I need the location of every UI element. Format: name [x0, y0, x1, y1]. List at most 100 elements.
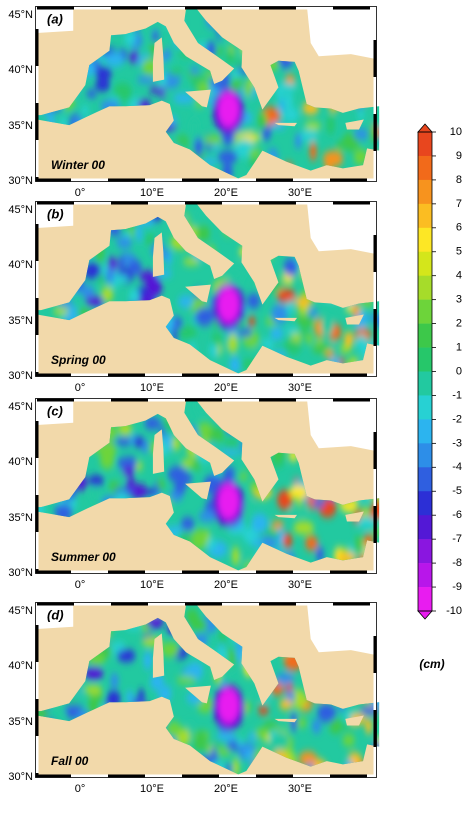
anomaly-blob — [81, 106, 89, 115]
colorbar-band — [418, 587, 432, 612]
colorbar-band — [418, 515, 432, 540]
colorbar-tick-label: 8 — [456, 174, 462, 186]
anomaly-blob — [218, 91, 240, 128]
colorbar-tick-label: -10 — [446, 605, 462, 617]
anomaly-blob — [180, 517, 195, 532]
anomaly-blob — [282, 533, 293, 548]
anomaly-blob — [354, 536, 363, 555]
colorbar-band — [418, 395, 432, 420]
anomaly-blob — [173, 93, 195, 104]
anomaly-blob — [278, 97, 285, 115]
anomaly-blob — [88, 475, 105, 486]
anomaly-blob — [237, 328, 253, 337]
anomaly-blob — [80, 285, 95, 299]
colorbar-band — [418, 132, 432, 157]
lon-label: 10°E — [140, 187, 164, 199]
anomaly-blob — [246, 293, 261, 309]
anomaly-blob — [215, 46, 223, 56]
anomaly-blob — [270, 304, 289, 324]
colorbar-band — [418, 323, 432, 348]
colorbar-band — [418, 419, 432, 444]
anomaly-blob — [242, 527, 257, 544]
frame-edge — [35, 602, 377, 778]
lon-label: 10°E — [140, 382, 164, 394]
lon-label: 30°E — [288, 783, 312, 795]
anomaly-blob — [196, 224, 210, 242]
outer-water — [37, 4, 74, 33]
colorbar-band — [418, 563, 432, 588]
anomaly-blob — [311, 719, 322, 734]
anomaly-blob — [294, 133, 302, 149]
anomaly-blob — [357, 110, 365, 120]
anomaly-blob — [90, 487, 100, 502]
anomaly-blob — [227, 333, 238, 354]
anomaly-blob — [176, 676, 197, 684]
anomaly-blob — [288, 485, 309, 499]
anomaly-blob — [144, 416, 160, 430]
anomaly-blob — [271, 520, 285, 529]
anomaly-blob — [270, 326, 284, 341]
lon-label: 30°E — [288, 579, 312, 591]
anomaly-blob — [191, 529, 208, 545]
anomaly-blob — [283, 326, 300, 334]
anomaly-blob — [94, 79, 111, 92]
anomaly-blob — [166, 721, 182, 738]
island — [152, 37, 165, 82]
colorbar-band — [418, 275, 432, 300]
anomaly-blob — [243, 81, 253, 98]
anomaly-blob — [276, 82, 298, 92]
panel-label: (a) — [47, 11, 63, 26]
anomaly-blob — [192, 740, 209, 751]
anomaly-blob — [167, 466, 187, 483]
anomaly-blob — [229, 356, 241, 374]
island — [274, 718, 298, 723]
anomaly-blob — [339, 344, 352, 353]
lon-label: 30°E — [288, 187, 312, 199]
island — [152, 633, 165, 678]
colorbar-band — [418, 179, 432, 205]
lon-label: 10°E — [140, 579, 164, 591]
anomaly-blob — [377, 714, 380, 725]
outer-water — [37, 396, 74, 425]
anomaly-blob — [182, 257, 201, 266]
colorbar-tick-label: 7 — [456, 198, 462, 210]
anomaly-blob — [129, 51, 140, 64]
anomaly-blob — [296, 497, 304, 510]
anomaly-blob — [84, 666, 104, 680]
anomaly-blob — [295, 314, 316, 328]
map-panel: (a) Winter 00 45°N 40°N 35°N 30°N 0° 10°E 20°E 30… — [8, 4, 380, 199]
anomaly-blob — [357, 516, 377, 529]
colorbar-band — [418, 155, 432, 181]
colorbar-tick-label: -3 — [452, 437, 462, 449]
island — [274, 317, 298, 322]
anomaly-blob — [336, 141, 344, 151]
lat-label: 40°N — [8, 660, 33, 672]
island — [152, 429, 165, 474]
anomaly-blob — [375, 158, 380, 171]
colorbar-tick-label: 9 — [456, 150, 462, 162]
map-panel: (d) Fall 00 45°N 40°N 35°N 30°N 0° 10°E 20°E 30°E — [8, 600, 380, 795]
anomaly-blob — [230, 77, 243, 92]
anomaly-blob — [105, 268, 115, 284]
anomaly-blob — [316, 546, 324, 563]
anomaly-blob — [162, 60, 177, 69]
anomaly-blob — [328, 718, 343, 734]
lat-label: 40°N — [8, 64, 33, 76]
anomaly-blob — [305, 535, 319, 551]
anomaly-blob — [353, 128, 369, 140]
anomaly-blob — [218, 286, 240, 323]
colorbar-band — [418, 251, 432, 276]
colorbar-tick-label: -7 — [452, 533, 462, 545]
colorbar-tick-label: 6 — [456, 222, 462, 234]
anomaly-blob — [168, 67, 183, 76]
anomaly-blob — [320, 316, 334, 336]
anomaly-blob — [107, 256, 118, 272]
colorbar-band — [418, 491, 432, 516]
colorbar-band — [418, 371, 432, 396]
anomaly-blob — [161, 642, 180, 658]
anomaly-blob — [99, 450, 115, 470]
lon-label: 20°E — [214, 187, 238, 199]
anomaly-blob — [128, 259, 142, 276]
